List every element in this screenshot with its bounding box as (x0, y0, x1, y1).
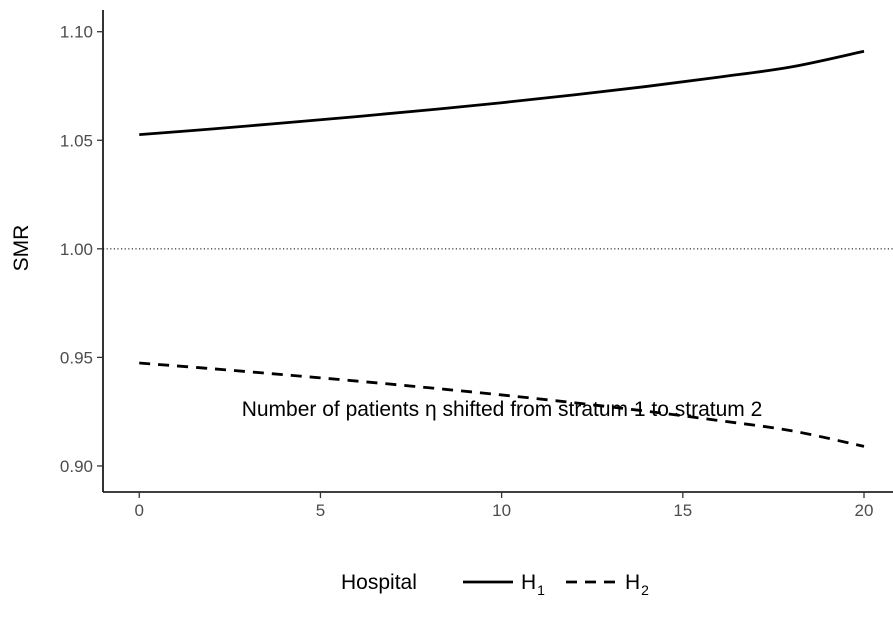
series-layer (139, 49, 865, 448)
legend-title: Hospital (341, 571, 417, 594)
legend-label-h2-base: H (625, 571, 640, 594)
x-tick-label-3: 15 (673, 501, 692, 520)
x-axis-title-symbol: η (425, 398, 437, 421)
series-line-1 (139, 49, 865, 137)
x-tick-label-2: 10 (492, 501, 511, 520)
legend-label-h2: H2 (625, 571, 649, 598)
y-tick-label-3: 1.05 (60, 131, 93, 150)
x-axis-title: Number of patients η shifted from stratu… (242, 398, 763, 421)
series-line-2 (139, 361, 865, 448)
legend-label-h1-sub: 1 (537, 582, 545, 598)
legend-label-h2-sub: 2 (641, 582, 649, 598)
y-tick-label-1: 0.95 (60, 348, 93, 367)
y-tick-label-0: 0.90 (60, 457, 93, 476)
y-axis-title: SMR (10, 225, 33, 272)
x-axis-title-suffix: shifted from stratum 1 to stratum 2 (437, 398, 763, 421)
x-tick-label-0: 0 (135, 501, 144, 520)
x-tick-label-1: 5 (316, 501, 325, 520)
legend: Hospital H1 H2 (341, 571, 649, 598)
x-axis-title-prefix: Number of patients (242, 398, 425, 421)
y-tick-label-2: 1.00 (60, 240, 93, 259)
legend-label-h1-base: H (521, 571, 536, 594)
x-tick-label-4: 20 (855, 501, 874, 520)
axis-layer: 0.90 0.95 1.00 1.05 1.10 0 5 10 15 20 (60, 10, 893, 520)
legend-label-h1: H1 (521, 571, 545, 598)
y-tick-label-4: 1.10 (60, 23, 93, 42)
